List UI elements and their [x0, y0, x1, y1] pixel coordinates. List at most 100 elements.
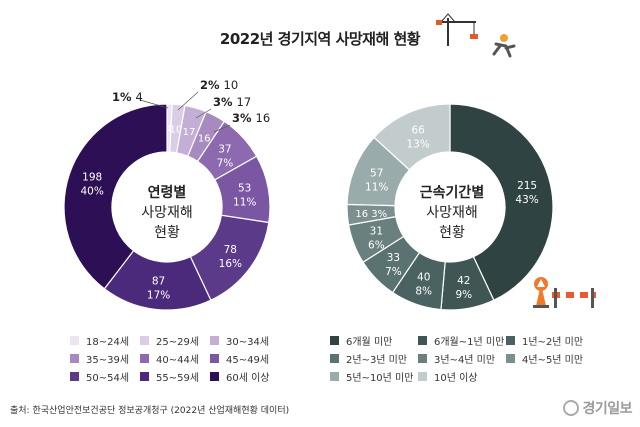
tenure-donut-chart: 215 43% 42 9% 40 8% 33 7% 31 6% 16 3% 57 11% 66 13%	[346, 103, 554, 311]
leader-line	[139, 99, 169, 109]
data-label-percent: 13%	[406, 139, 429, 151]
legend-label: 50~54세	[86, 373, 130, 384]
data-label-value: 78	[224, 244, 237, 256]
legend-swatch	[330, 336, 339, 345]
data-label-percent: 43%	[515, 194, 538, 206]
traffic-cone-icon	[533, 277, 549, 308]
data-label-percent: 16%	[219, 258, 242, 270]
legend-label: 10년 이상	[434, 373, 478, 384]
donut-slice	[449, 103, 554, 301]
legend-swatch	[210, 354, 219, 363]
data-label-outside: 2% 10	[200, 78, 238, 92]
legend-label: 4년~5년 미만	[522, 355, 584, 366]
legend-swatch	[506, 336, 515, 345]
legend-item: 6개월 미만	[330, 333, 392, 348]
logo-text: 경기일보	[582, 401, 632, 417]
legend-label: 18~24세	[86, 337, 130, 348]
legend-label: 35~39세	[86, 355, 130, 366]
data-label-value: 16	[198, 133, 211, 144]
legend-item: 50~54세	[70, 369, 129, 384]
data-label-percent: 11%	[365, 181, 388, 193]
data-label-value: 17	[183, 127, 196, 138]
legend-swatch	[330, 372, 339, 381]
leader-line	[195, 108, 212, 119]
source-note: 출처: 한국산업안전보건공단 정보공개청구 (2022년 산업재해현황 데이터)	[10, 406, 290, 416]
logo-mark-icon	[563, 400, 580, 416]
legend-swatch	[506, 354, 515, 363]
age-center-line1: 연령별	[147, 185, 187, 201]
legend-label: 5년~10년 미만	[346, 373, 414, 384]
legend-label: 40~44세	[156, 355, 200, 366]
data-label-value: 33	[387, 252, 400, 264]
tenure-center-line1: 근속기간별	[419, 185, 485, 201]
falling-worker-icon	[492, 34, 516, 58]
legend-item: 40~44세	[140, 351, 199, 366]
data-label-value: 42	[457, 275, 470, 287]
data-label-value: 66	[411, 125, 425, 137]
data-label-percent: 8%	[415, 285, 432, 297]
legend-swatch	[70, 354, 79, 363]
legend-swatch	[140, 354, 149, 363]
age-center-label: 연령별 사망재해 현황	[115, 183, 219, 243]
legend-swatch	[140, 336, 149, 345]
data-label-value: 215	[517, 180, 537, 192]
age-center-line3: 현황	[154, 225, 180, 241]
legend-item: 60세 이상	[210, 369, 270, 384]
chart-title: 2022년 경기지역 사망재해 현황	[219, 30, 421, 48]
legend-label: 6개월~1년 미만	[434, 337, 505, 348]
legend-label: 3년~4년 미만	[434, 355, 496, 366]
data-label-value: 37	[218, 143, 231, 155]
legend-label: 60세 이상	[226, 373, 270, 384]
age-center-line2: 사망재해	[141, 205, 193, 221]
legend-item: 30~34세	[210, 333, 269, 348]
legend-item: 55~59세	[140, 369, 199, 384]
legend-item: 6개월~1년 미만	[418, 333, 504, 348]
legend-item: 5년~10년 미만	[330, 369, 413, 384]
legend-label: 25~29세	[156, 337, 200, 348]
legend-swatch	[418, 336, 427, 345]
legend-label: 6개월 미만	[346, 337, 393, 348]
legend-swatch	[70, 372, 79, 381]
legend-label: 2년~3년 미만	[346, 355, 408, 366]
data-label-percent: 6%	[368, 240, 385, 252]
data-label-value: 87	[152, 276, 165, 288]
data-label-value: 40	[417, 271, 430, 283]
tenure-center-line2: 사망재해	[426, 205, 478, 221]
legend-item: 10년 이상	[418, 369, 478, 384]
legend-swatch	[140, 372, 149, 381]
legend-label: 55~59세	[156, 373, 200, 384]
data-label-percent: 7%	[217, 157, 234, 169]
publisher-logo: 경기일보	[563, 398, 632, 418]
tenure-center-line3: 현황	[439, 225, 465, 241]
data-label-value: 4	[166, 124, 172, 135]
legend-item: 3년~4년 미만	[418, 351, 495, 366]
legend-item: 18~24세	[70, 333, 129, 348]
data-label-outside: 3% 17	[213, 95, 251, 109]
data-label-value: 198	[82, 172, 102, 184]
data-label-value: 16 3%	[355, 209, 387, 220]
data-label-outside: 1% 4	[112, 90, 143, 104]
data-label-value: 10	[170, 125, 183, 136]
leader-line	[177, 91, 199, 111]
crane-icon	[436, 13, 478, 46]
legend-label: 1년~2년 미만	[522, 337, 584, 348]
legend-item: 2년~3년 미만	[330, 351, 407, 366]
data-label-percent: 40%	[81, 186, 104, 198]
data-label-value: 53	[238, 183, 251, 195]
legend-swatch	[418, 372, 427, 381]
legend-item: 4년~5년 미만	[506, 351, 583, 366]
legend-item: 45~49세	[210, 351, 269, 366]
legend-item: 25~29세	[140, 333, 199, 348]
data-label-percent: 7%	[385, 266, 402, 278]
legend-item: 1년~2년 미만	[506, 333, 583, 348]
data-label-outside: 3% 16	[232, 111, 270, 125]
data-label-value: 31	[370, 226, 383, 238]
tenure-center-label: 근속기간별 사망재해 현황	[400, 183, 504, 243]
legend-label: 45~49세	[226, 355, 270, 366]
donut-slice	[63, 103, 168, 290]
data-label-percent: 11%	[233, 197, 256, 209]
legend-swatch	[330, 354, 339, 363]
legend-swatch	[210, 336, 219, 345]
